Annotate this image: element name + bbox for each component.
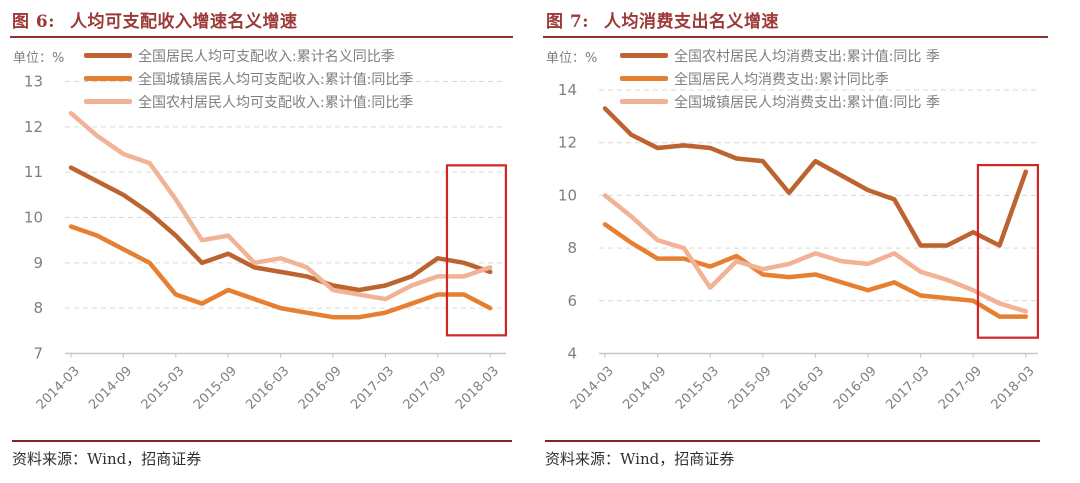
- legend-swatch: [84, 53, 132, 58]
- x-axis-tick-label: 2016-09: [296, 364, 345, 413]
- legend-item: 全国农村居民人均可支配收入:累计值:同比季: [84, 90, 413, 113]
- series-line-1: [602, 106, 1029, 248]
- title-underline: [543, 36, 1048, 38]
- x-axis-tick-label: 2016-09: [831, 364, 880, 413]
- x-axis-tick-label: 2016-03: [243, 364, 292, 413]
- legend-swatch: [84, 99, 132, 104]
- source-note: 资料来源：Wind，招商证券: [545, 450, 735, 468]
- legend-item: 全国居民人均消费支出:累计同比季: [620, 67, 940, 90]
- y-axis-tick-label: 6: [567, 292, 577, 310]
- y-axis-tick-label: 10: [24, 208, 43, 226]
- legend-item: 全国城镇居民人均消费支出:累计值:同比 季: [620, 90, 940, 113]
- y-axis-tick-label: 8: [33, 299, 43, 317]
- x-axis-tick-label: 2018-03: [453, 364, 502, 413]
- series-line-3: [68, 110, 493, 302]
- legend: 全国居民人均可支配收入:累计名义同比季全国城镇居民人均可支配收入:累计值:同比季…: [84, 44, 413, 113]
- legend-swatch: [620, 76, 668, 81]
- y-axis-tick-label: 8: [567, 239, 577, 257]
- legend-label: 全国农村居民人均消费支出:累计值:同比 季: [674, 48, 940, 65]
- y-axis-tick-label: 12: [24, 118, 43, 136]
- series-line-2: [602, 222, 1029, 319]
- highlight-box: [445, 164, 508, 337]
- x-axis-tick-label: 2017-09: [936, 364, 985, 413]
- y-axis-tick-label: 4: [567, 345, 577, 363]
- legend-item: 全国城镇居民人均可支配收入:累计值:同比季: [84, 67, 413, 90]
- footer-divider: [12, 440, 512, 442]
- x-axis-tick-label: 2015-09: [191, 364, 240, 413]
- x-axis-tick-label: 2018-03: [989, 364, 1038, 413]
- series-line-1: [68, 165, 493, 293]
- series-line-2: [68, 224, 493, 320]
- x-axis-tick-label: 2014-09: [86, 364, 135, 413]
- figure-label: 图 7:: [546, 12, 590, 32]
- unit-label: 单位：%: [546, 51, 598, 66]
- x-axis-tick-label: 2014-03: [568, 364, 617, 413]
- figure-title-text: 人均可支配收入增速名义增速: [70, 12, 298, 32]
- y-axis-tick-label: 7: [33, 344, 43, 362]
- unit-label: 单位：%: [13, 51, 65, 66]
- x-axis-tick-label: 2017-03: [883, 364, 932, 413]
- figure-6-title: 图 6: 人均可支配收入增速名义增速: [12, 7, 298, 32]
- legend-label: 全国城镇居民人均消费支出:累计值:同比 季: [674, 94, 940, 111]
- highlight-box: [976, 163, 1039, 339]
- legend-item: 全国居民人均可支配收入:累计名义同比季: [84, 44, 413, 67]
- series-line-3: [602, 193, 1029, 314]
- x-axis-tick-label: 2014-09: [620, 364, 669, 413]
- y-axis-tick-label: 13: [24, 73, 43, 91]
- figure-7-panel: 14 12 10 8 6 4 2014-03 2014-09 2015-03 2015-09 201…: [540, 0, 1080, 483]
- x-axis-tick-label: 2015-03: [139, 364, 188, 413]
- title-underline: [10, 36, 513, 38]
- legend-label: 全国城镇居民人均可支配收入:累计值:同比季: [138, 71, 414, 88]
- y-axis-tick-label: 12: [558, 134, 577, 152]
- legend-swatch: [84, 76, 132, 81]
- legend-item: 全国农村居民人均消费支出:累计值:同比 季: [620, 44, 940, 67]
- y-axis-tick-label: 14: [558, 81, 577, 99]
- x-axis-tick-label: 2017-03: [348, 364, 397, 413]
- x-axis-tick-label: 2015-09: [726, 364, 775, 413]
- y-axis-tick-label: 10: [558, 186, 577, 204]
- source-note: 资料来源：Wind，招商证券: [12, 450, 202, 468]
- legend-label: 全国农村居民人均可支配收入:累计值:同比季: [138, 94, 414, 111]
- legend: 全国农村居民人均消费支出:累计值:同比 季全国居民人均消费支出:累计同比季全国城…: [620, 44, 940, 113]
- legend-swatch: [620, 53, 668, 58]
- figure-label: 图 6:: [12, 12, 56, 32]
- x-axis-tick-label: 2017-09: [401, 364, 450, 413]
- y-axis-tick-label: 11: [24, 163, 43, 181]
- y-axis-tick-label: 9: [33, 254, 43, 272]
- legend-label: 全国居民人均消费支出:累计同比季: [674, 71, 889, 88]
- figure-7-title: 图 7: 人均消费支出名义增速: [546, 7, 779, 32]
- x-axis-tick-label: 2015-03: [673, 364, 722, 413]
- figure-title-text: 人均消费支出名义增速: [604, 12, 780, 32]
- figure-6-panel: 13 12 11 10 9 8 7 2014-03 2014-09 2015-03 2015-09 2…: [10, 7, 513, 468]
- legend-swatch: [620, 99, 668, 104]
- legend-label: 全国居民人均可支配收入:累计名义同比季: [138, 48, 395, 65]
- x-axis-tick-label: 2014-03: [34, 364, 83, 413]
- x-axis-tick-label: 2016-03: [778, 364, 827, 413]
- footer-divider: [545, 440, 1040, 442]
